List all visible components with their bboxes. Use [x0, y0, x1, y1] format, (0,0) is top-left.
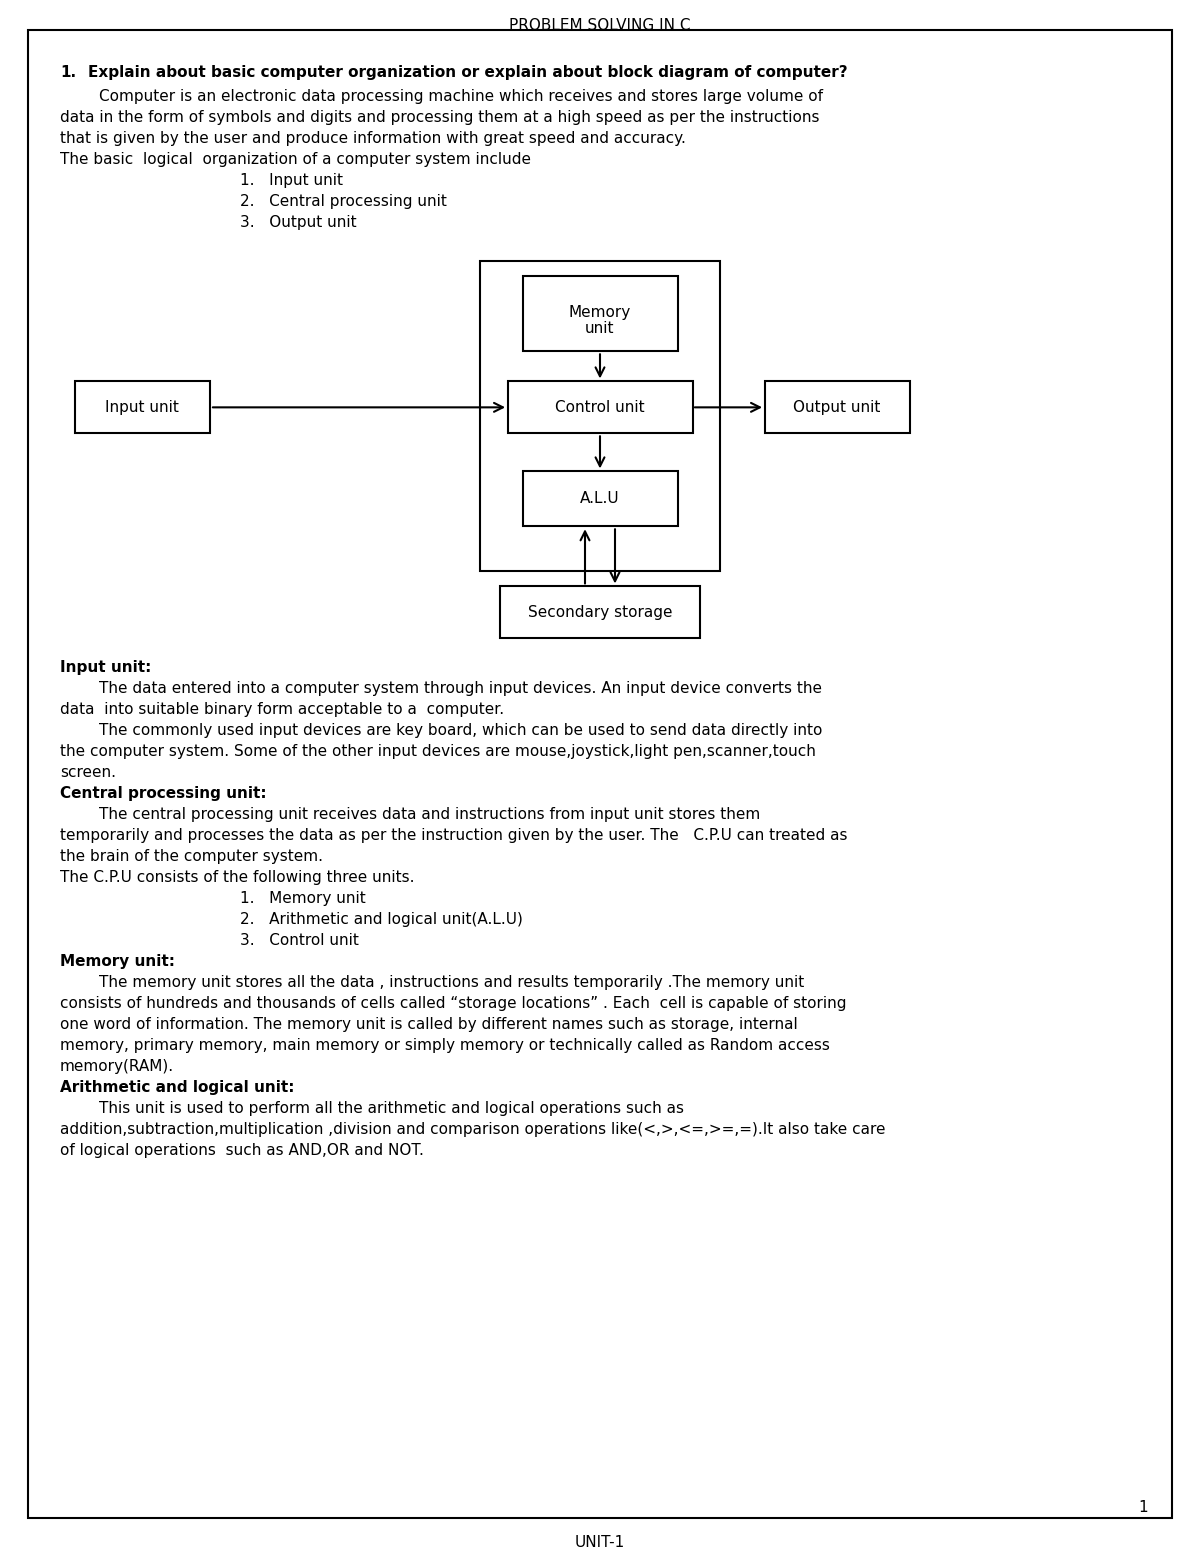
Text: 2.   Arithmetic and logical unit(A.L.U): 2. Arithmetic and logical unit(A.L.U) [240, 912, 523, 927]
Text: 1: 1 [1139, 1500, 1148, 1516]
Bar [523, 276, 678, 351]
Text: 3.   Output unit: 3. Output unit [240, 216, 356, 230]
Text: that is given by the user and produce information with great speed and accuracy.: that is given by the user and produce in… [60, 130, 686, 146]
Text: The basic  logical  organization of a computer system include: The basic logical organization of a comp… [60, 152, 530, 168]
Text: Control unit: Control unit [556, 399, 644, 415]
Text: Secondary storage: Secondary storage [528, 604, 672, 620]
Text: data  into suitable binary form acceptable to a  computer.: data into suitable binary form acceptabl… [60, 702, 504, 717]
Text: one word of information. The memory unit is called by different names such as st: one word of information. The memory unit… [60, 1017, 798, 1033]
Text: The C.P.U consists of the following three units.: The C.P.U consists of the following thre… [60, 870, 414, 885]
Text: screen.: screen. [60, 766, 116, 780]
Text: The data entered into a computer system through input devices. An input device c: The data entered into a computer system … [60, 682, 822, 696]
Text: Central processing unit:: Central processing unit: [60, 786, 266, 801]
Text: 1.   Input unit: 1. Input unit [240, 172, 343, 188]
Text: Memory unit:: Memory unit: [60, 955, 175, 969]
Bar [480, 261, 720, 572]
Text: memory(RAM).: memory(RAM). [60, 1059, 174, 1075]
Bar [766, 382, 910, 433]
Text: 1.   Memory unit: 1. Memory unit [240, 891, 366, 907]
Text: UNIT-1: UNIT-1 [575, 1534, 625, 1550]
Text: A.L.U: A.L.U [580, 491, 620, 506]
Text: Input unit:: Input unit: [60, 660, 151, 676]
Text: Output unit: Output unit [793, 399, 881, 415]
Bar [523, 472, 678, 526]
Bar [508, 382, 694, 433]
Text: memory, primary memory, main memory or simply memory or technically called as Ra: memory, primary memory, main memory or s… [60, 1039, 830, 1053]
Text: data in the form of symbols and digits and processing them at a high speed as pe: data in the form of symbols and digits a… [60, 110, 820, 126]
Text: The commonly used input devices are key board, which can be used to send data di: The commonly used input devices are key … [60, 724, 822, 738]
Text: Computer is an electronic data processing machine which receives and stores larg: Computer is an electronic data processin… [60, 89, 823, 104]
Text: the computer system. Some of the other input devices are mouse,joystick,light pe: the computer system. Some of the other i… [60, 744, 816, 759]
Text: Memory: Memory [569, 306, 631, 320]
Text: Input unit: Input unit [106, 399, 179, 415]
Text: unit: unit [586, 321, 614, 337]
Text: temporarily and processes the data as per the instruction given by the user. The: temporarily and processes the data as pe… [60, 828, 847, 843]
Text: consists of hundreds and thousands of cells called “storage locations” . Each  c: consists of hundreds and thousands of ce… [60, 997, 846, 1011]
Text: The central processing unit receives data and instructions from input unit store: The central processing unit receives dat… [60, 808, 761, 823]
Text: PROBLEM SOLVING IN C: PROBLEM SOLVING IN C [509, 19, 691, 33]
Text: 3.   Control unit: 3. Control unit [240, 933, 359, 949]
Text: 2.   Central processing unit: 2. Central processing unit [240, 194, 446, 210]
Text: Arithmetic and logical unit:: Arithmetic and logical unit: [60, 1081, 294, 1095]
Text: Explain about basic computer organization or explain about block diagram of comp: Explain about basic computer organizatio… [88, 65, 847, 81]
Bar [74, 382, 210, 433]
Text: addition,subtraction,multiplication ,division and comparison operations like(<,>: addition,subtraction,multiplication ,div… [60, 1123, 886, 1137]
Text: This unit is used to perform all the arithmetic and logical operations such as: This unit is used to perform all the ari… [60, 1101, 684, 1117]
Bar [500, 587, 700, 638]
Text: the brain of the computer system.: the brain of the computer system. [60, 849, 323, 865]
Text: The memory unit stores all the data , instructions and results temporarily .The : The memory unit stores all the data , in… [60, 975, 804, 991]
Text: 1.: 1. [60, 65, 76, 81]
Text: of logical operations  such as AND,OR and NOT.: of logical operations such as AND,OR and… [60, 1143, 424, 1159]
